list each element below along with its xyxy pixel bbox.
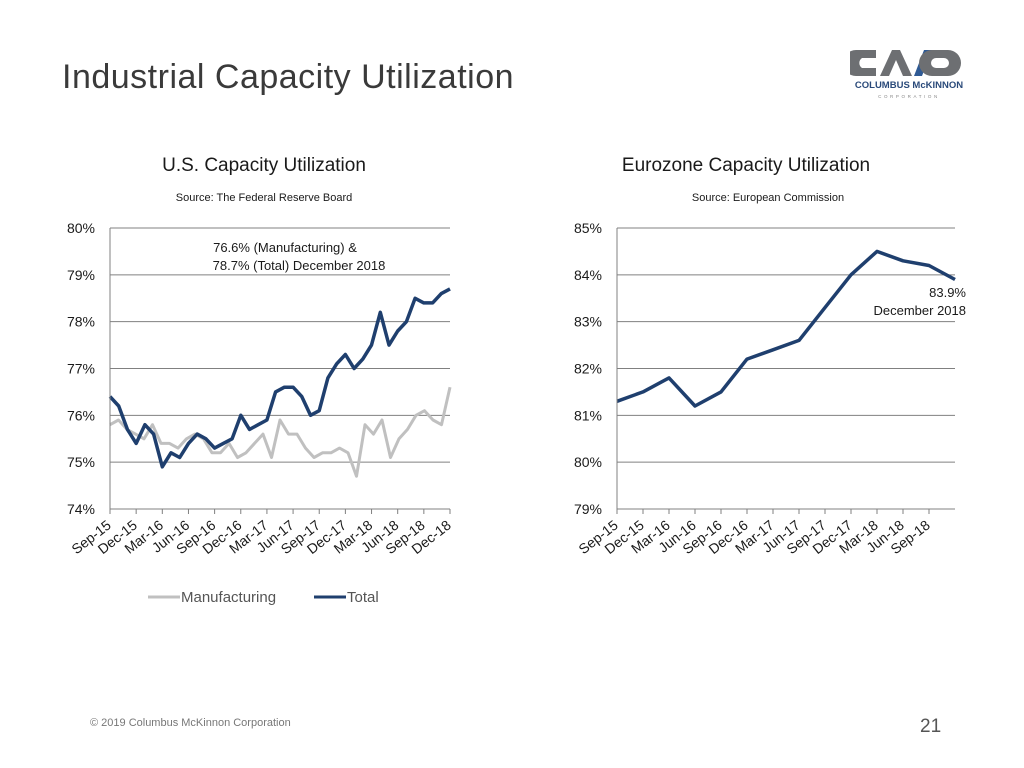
eu-y-tick-label: 83% [574,314,602,330]
logo-mark-icon [850,50,961,76]
us-series-manufacturing-line [109,386,452,478]
eu-series-eurozone-line [616,249,956,408]
logo-corporation: CORPORATION [878,94,940,99]
eu-y-tick-label: 85% [574,220,602,236]
page-title: Industrial Capacity Utilization [62,58,515,96]
page-number: 21 [920,716,942,737]
us-y-tick-label: 79% [67,267,95,283]
us-annotation-line-2: 78.7% (Total) December 2018 [213,258,386,273]
us-y-tick-label: 75% [67,454,95,470]
us-chart-source: Source: The Federal Reserve Board [176,192,353,204]
eu-chart-title: Eurozone Capacity Utilization [622,155,870,176]
eu-annotation-line-1: 83.9% [929,285,966,300]
eu-y-tick-label: 80% [574,454,602,470]
logo-company-name: COLUMBUS McKINNON [854,80,964,91]
eurozone-chart: Eurozone Capacity Utilization Source: Eu… [574,155,966,557]
us-y-tick-label: 74% [67,501,95,517]
eu-chart-source: Source: European Commission [692,192,844,204]
us-y-tick-label: 76% [67,407,95,423]
legend-total-label: Total [347,589,379,606]
eu-y-tick-label: 84% [574,267,602,283]
us-chart-title: U.S. Capacity Utilization [162,155,366,176]
us-series-total-line [108,287,451,469]
eu-y-tick-label: 82% [574,361,602,377]
us-y-tick-label: 77% [67,361,95,377]
us-annotation-line-1: 76.6% (Manufacturing) & [213,240,357,255]
legend: Manufacturing Total [148,589,379,606]
legend-manufacturing-label: Manufacturing [181,589,276,606]
company-logo [850,50,961,76]
eu-y-tick-label: 79% [574,501,602,517]
eu-y-tick-label: 81% [574,407,602,423]
us-y-tick-label: 80% [67,220,95,236]
eu-annotation-line-2: December 2018 [874,303,967,318]
us-chart: U.S. Capacity Utilization Source: The Fe… [67,155,454,606]
us-y-tick-label: 78% [67,314,95,330]
copyright-text: © 2019 Columbus McKinnon Corporation [90,717,291,729]
